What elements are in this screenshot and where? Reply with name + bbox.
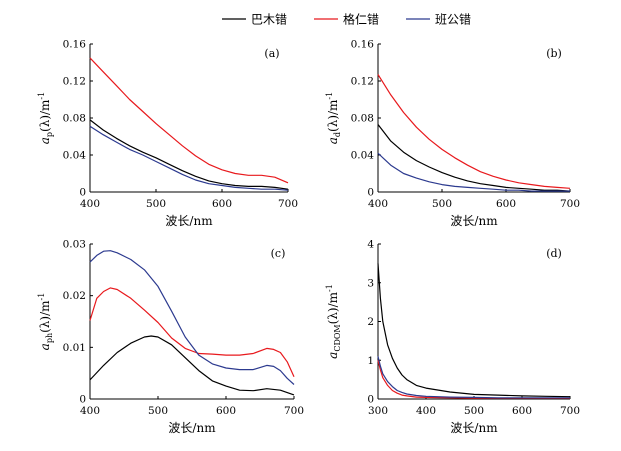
y-axis-label-b: ad(λ)/m-1: [325, 92, 342, 144]
y-tick-label-a: 0.08: [63, 113, 86, 125]
y-tick-label-d: 0: [367, 394, 374, 406]
x-tick-label-c: 400: [80, 405, 100, 417]
legend-label-1: 巴木错: [251, 13, 287, 27]
y-axis-label-sub: ph: [45, 333, 54, 343]
y-tick-label-a: 0: [79, 187, 86, 199]
x-axis-label-b: 波长/nm: [450, 214, 498, 228]
y-axis-label-main: a: [326, 137, 340, 144]
legend-label-2: 格仁错: [343, 12, 379, 27]
y-axis-label-main: a: [38, 343, 52, 350]
y-axis-label-d: aCDOM(λ)/m-1: [325, 284, 342, 359]
panel-label-c: (c): [271, 247, 286, 260]
panel-c: 0 0.01 0.02 0.03 400 500 600 700 波长/nm aph(λ)/m-1…: [37, 239, 304, 436]
x-axis-label-d: 波长/nm: [450, 421, 498, 435]
x-tick-label-a: 700: [278, 198, 298, 210]
x-tick-label-d: 400: [416, 405, 436, 417]
y-tick-label-b: 0.04: [351, 150, 375, 162]
series-line-a-3: [89, 125, 289, 191]
x-tick-label-d: 600: [512, 405, 532, 417]
series-line-c-3: [89, 250, 295, 385]
x-tick-label-c: 700: [284, 405, 304, 417]
y-axis-label-sub: CDOM: [333, 324, 342, 351]
panel-label-d: (d): [546, 247, 562, 260]
x-tick-label-c: 500: [148, 405, 168, 417]
y-tick-label-b: 0.16: [351, 39, 375, 51]
y-tick-label-a: 0.16: [63, 39, 87, 51]
x-axis-label-c: 波长/nm: [168, 421, 216, 435]
y-tick-label-d: 4: [367, 239, 374, 251]
x-tick-label-b: 600: [496, 198, 516, 210]
y-tick-label-d: 1: [367, 355, 374, 367]
y-tick-label-b: 0.12: [351, 76, 374, 88]
panel-b: 0 0.04 0.08 0.12 0.16 400 500 600 700 波长/nm ad(λ)/…: [325, 39, 580, 229]
series-line-a-2: [89, 57, 289, 184]
y-tick-label-b: 0: [367, 187, 374, 199]
series-line-c-2: [89, 287, 295, 378]
panel-label-a: (a): [264, 47, 279, 60]
y-axis-label-rest: (λ)/m: [38, 99, 52, 132]
series-line-d-3: [377, 356, 570, 399]
y-axis-label-sub: p: [45, 132, 54, 137]
x-tick-label-a: 500: [146, 198, 166, 210]
y-axis-label-sup: -1: [37, 293, 46, 301]
series-line-a-1: [89, 119, 289, 190]
series-line-c-1: [89, 335, 295, 396]
legend: 巴木错 格仁错 班公错: [222, 12, 471, 27]
y-axis-label-main: a: [38, 137, 52, 144]
panel-d: 0 1 2 3 4 300 400 500 600 700 波长/nm aCDOM(λ)/m-1 (d): [325, 239, 580, 436]
series-line-b-2: [377, 74, 571, 189]
legend-label-3: 班公错: [435, 13, 471, 27]
y-tick-label-d: 3: [367, 277, 374, 289]
y-tick-label-a: 0.04: [63, 150, 87, 162]
y-tick-label-c: 0.01: [63, 342, 86, 354]
y-axis-label-sup: -1: [37, 92, 46, 100]
y-axis-label-sub: d: [333, 132, 342, 137]
y-tick-label-c: 0: [79, 394, 86, 406]
y-tick-label-d: 2: [367, 316, 374, 328]
panel-a: 0 0.04 0.08 0.12 0.16 400 500 600 700 波长/nm ap(λ)/…: [37, 39, 298, 229]
x-tick-label-d: 500: [464, 405, 484, 417]
series-line-b-3: [377, 152, 570, 192]
y-axis-label-main: a: [326, 352, 340, 359]
y-axis-label-c: aph(λ)/m-1: [37, 293, 54, 351]
x-tick-label-b: 500: [432, 198, 452, 210]
x-tick-label-b: 400: [368, 198, 388, 210]
series-line-b-1: [377, 124, 571, 192]
y-axis-label-sup: -1: [325, 92, 334, 100]
x-axis-label-a: 波长/nm: [165, 214, 213, 228]
y-axis-label-rest: (λ)/m: [326, 291, 340, 324]
y-tick-label-c: 0.03: [63, 239, 86, 251]
y-tick-label-a: 0.12: [63, 76, 86, 88]
x-tick-label-d: 300: [368, 405, 388, 417]
x-tick-label-a: 400: [80, 198, 100, 210]
y-axis-label-a: ap(λ)/m-1: [37, 92, 54, 144]
y-axis-label-rest: (λ)/m: [326, 99, 340, 132]
y-tick-label-c: 0.02: [63, 290, 86, 302]
x-tick-label-d: 700: [560, 405, 580, 417]
x-tick-label-c: 600: [216, 405, 236, 417]
y-tick-label-b: 0.08: [351, 113, 374, 125]
x-tick-label-a: 600: [212, 198, 232, 210]
y-axis-label-sup: -1: [325, 284, 334, 292]
series-line-d-1: [377, 263, 571, 398]
y-axis-label-rest: (λ)/m: [38, 300, 52, 333]
x-tick-label-b: 700: [560, 198, 580, 210]
panel-label-b: (b): [546, 47, 562, 60]
